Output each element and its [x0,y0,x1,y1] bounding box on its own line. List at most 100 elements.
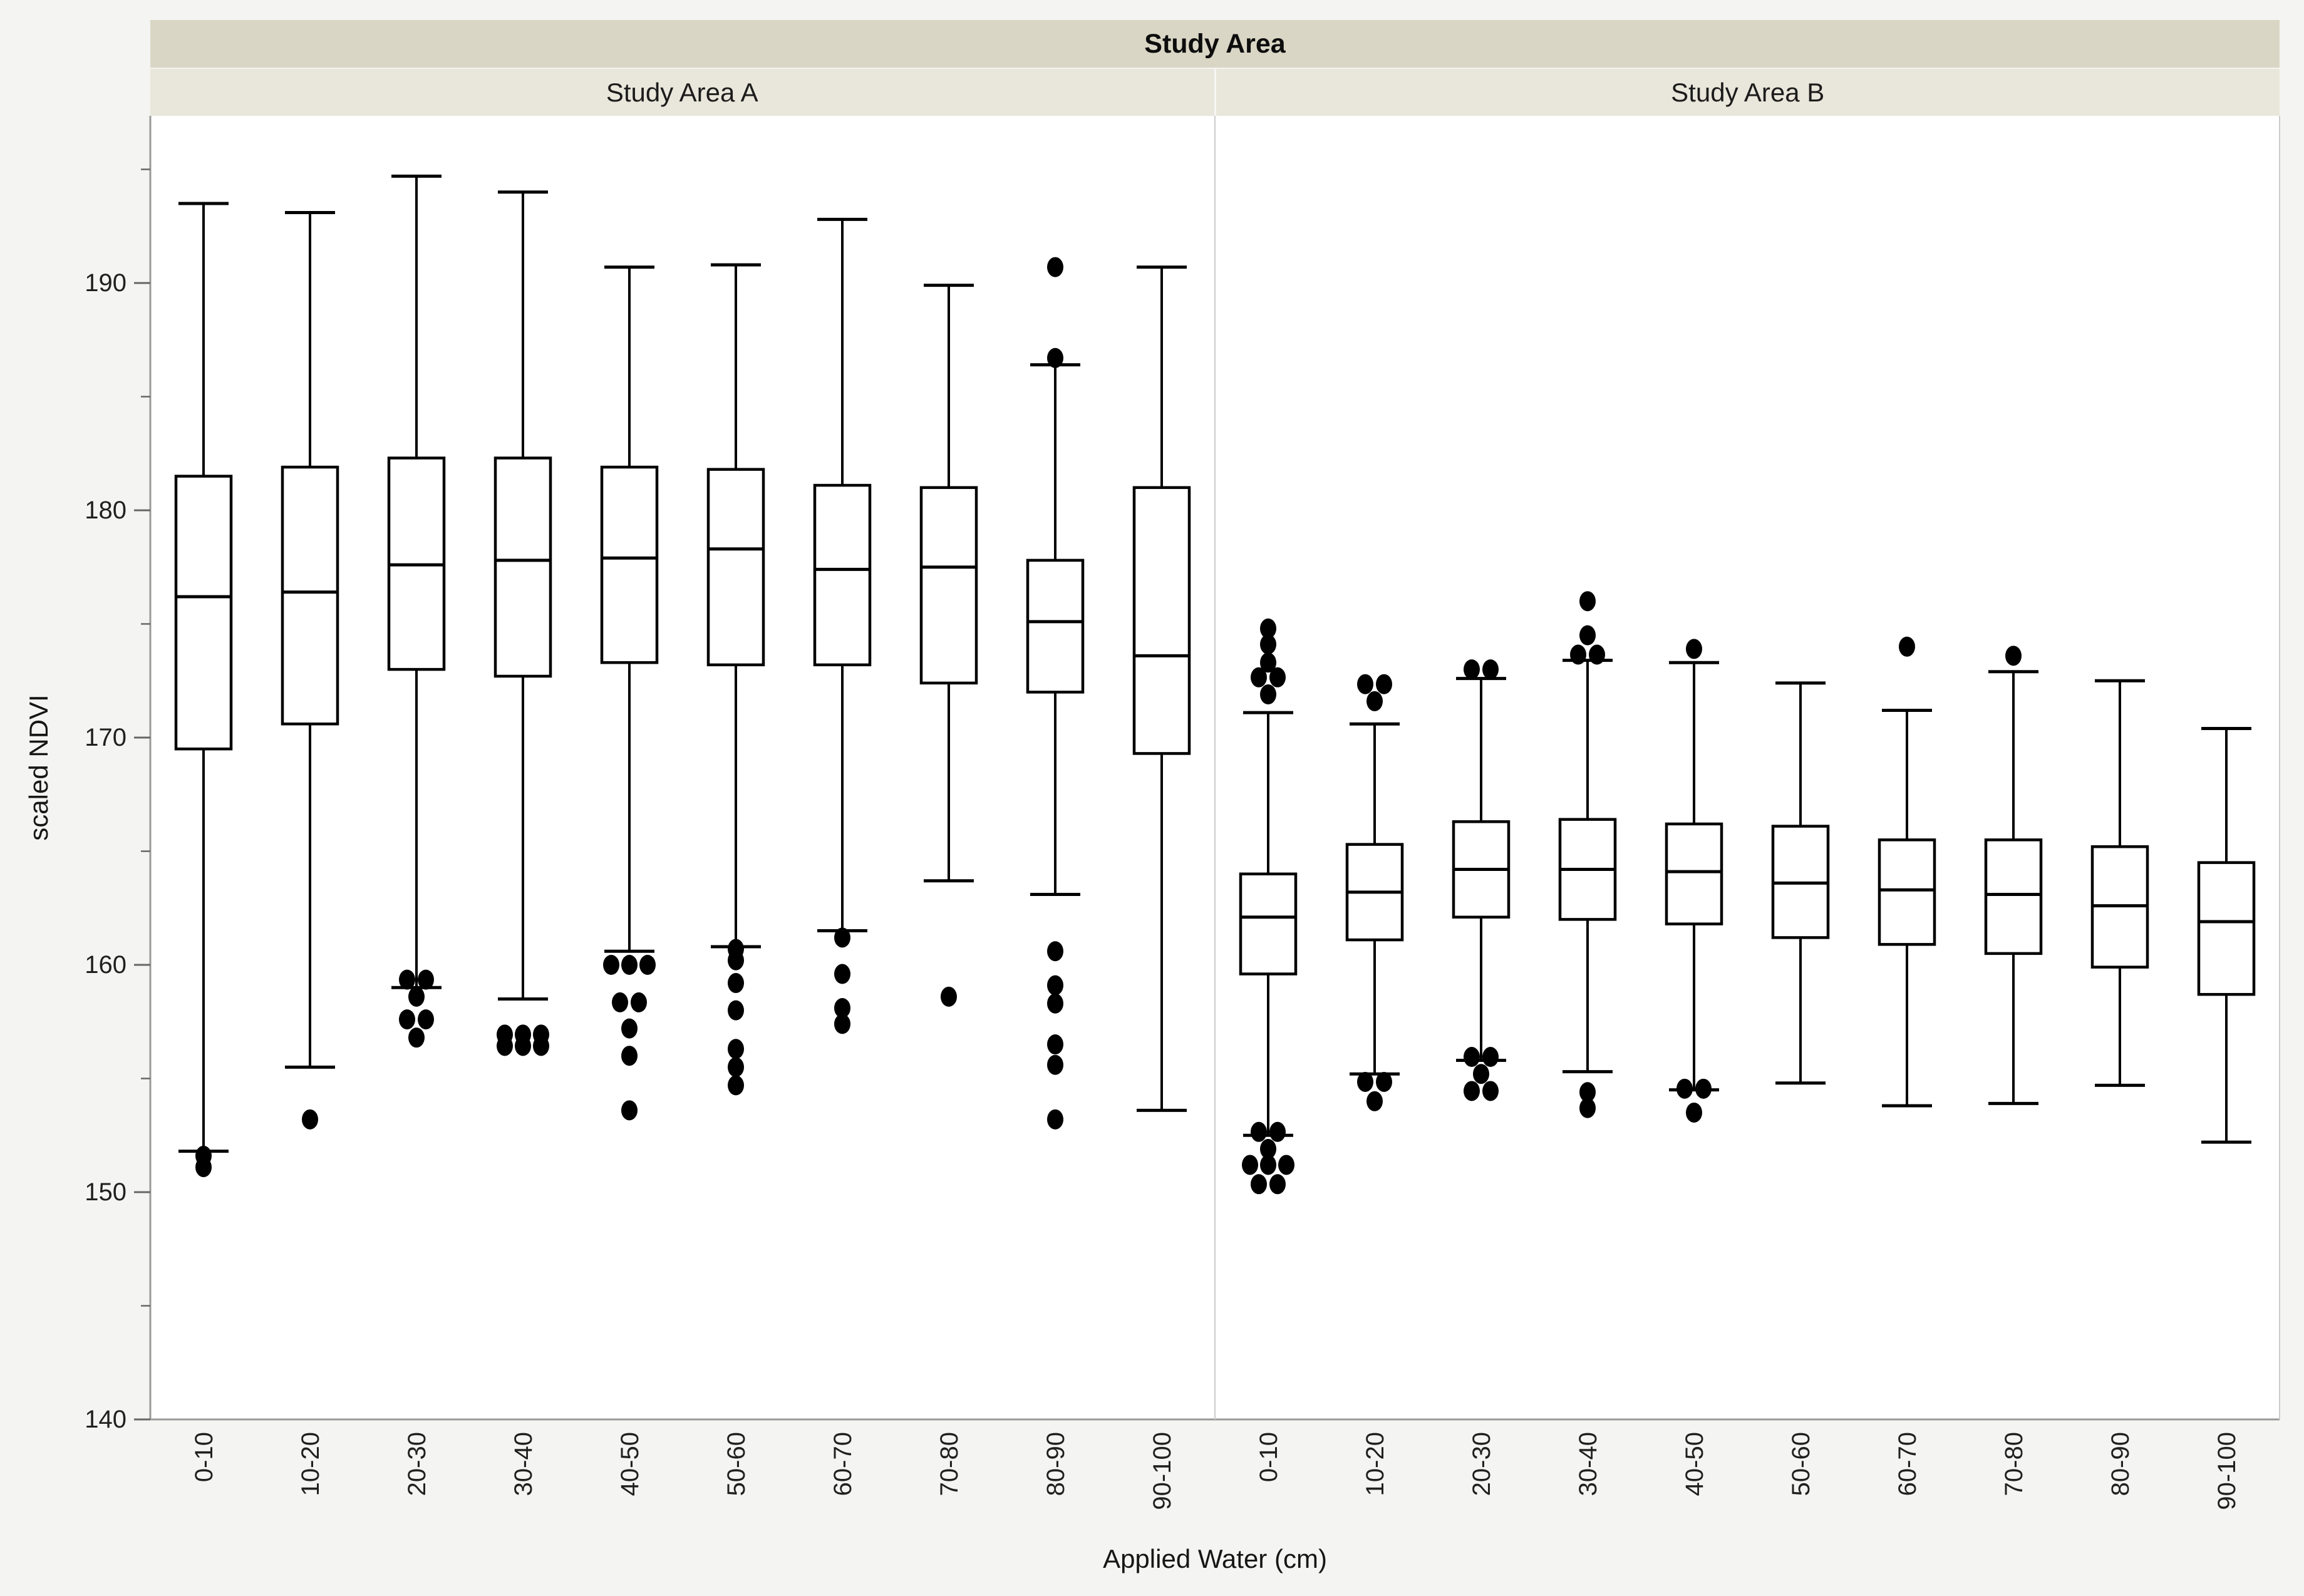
x-tick-label: 60-70 [1894,1432,1921,1496]
outlier-dot [1260,634,1276,655]
outlier-dot [1366,1091,1383,1111]
outlier-dot [1242,1155,1258,1175]
outlier-dot [2005,646,2022,666]
outlier-dot [1589,644,1605,665]
panel-header-study-area-a: Study Area A [150,69,1214,116]
box-study-area-b-60-70: 60-70 [1878,636,1936,1496]
box-study-area-a-50-60: 50-60 [706,263,765,1496]
box-study-area-b-10-20: 10-20 [1345,674,1404,1496]
y-tick-label: 170 [85,724,127,751]
outlier-dot [728,1057,744,1078]
panel-header-band: Study Area A Study Area B [150,69,2280,116]
x-tick-label: 0-10 [190,1432,218,1482]
outlier-dot [1278,1155,1294,1175]
outlier-dot [1464,659,1480,680]
outlier-dot [418,969,434,990]
x-tick-label: 20-30 [403,1432,431,1496]
panel-header-study-area-b: Study Area B [1214,69,2280,116]
outlier-dot [1251,667,1267,687]
outlier-dot [1482,659,1499,680]
box-study-area-a-80-90: 80-90 [1026,257,1085,1496]
y-tick-label: 150 [85,1178,127,1206]
outlier-dot [621,1018,638,1039]
outlier-dot [533,1036,549,1056]
outlier-dot [1376,1071,1392,1092]
box-study-area-a-60-70: 60-70 [813,217,872,1496]
panel-header-b-label: Study Area B [1671,77,1825,107]
outlier-dot [408,1027,425,1048]
outlier-dot [515,1036,531,1056]
outlier-dot [834,927,850,948]
group-header-band: Study Area [150,20,2280,68]
outlier-dot [399,1009,415,1030]
x-tick-label: 60-70 [829,1432,857,1496]
outlier-dot [1579,591,1596,612]
x-tick-label: 70-80 [2000,1432,2028,1496]
outlier-dot [302,1109,318,1130]
box-study-area-a-0-10: 0-10 [174,202,233,1482]
x-tick-label: 70-80 [936,1432,963,1496]
outlier-dot [621,955,638,975]
outlier-dot [1047,1034,1063,1055]
outlier-dot [1047,348,1063,368]
outlier-dot [1579,1082,1596,1103]
outlier-dot [1376,674,1392,694]
outlier-dot [1676,1078,1693,1099]
outlier-dot [1473,1064,1489,1084]
box-study-area-a-90-100: 90-100 [1132,265,1191,1510]
outlier-dot [621,1100,638,1121]
outlier-dot [195,1157,212,1178]
box-study-area-b-90-100: 90-100 [2197,726,2256,1510]
outlier-dot [631,992,647,1012]
outlier-dot [1047,1054,1063,1075]
box-study-area-b-0-10: 0-10 [1239,618,1298,1482]
box-study-area-b-50-60: 50-60 [1771,681,1830,1496]
box-study-area-a-70-80: 70-80 [919,284,978,1496]
outlier-dot [639,955,656,975]
box-study-area-b-80-90: 80-90 [2090,679,2149,1496]
y-tick-label: 160 [85,951,127,979]
y-tick-label: 140 [85,1406,127,1433]
outlier-dot [728,1039,744,1059]
outlier-dot [1579,1098,1596,1118]
outlier-dot [1047,1109,1063,1130]
outlier-dot [1260,1155,1276,1175]
outlier-dot [621,1046,638,1066]
outlier-dot [941,986,957,1007]
outlier-dot [728,950,744,970]
outlier-dot [728,1075,744,1096]
y-axis-title: scaled NDVI [24,694,53,841]
outlier-dot [408,986,425,1007]
panel-header-a-label: Study Area A [606,77,758,107]
outlier-dot [1570,644,1586,665]
box-study-area-b-40-50: 40-50 [1665,639,1723,1496]
outlier-dot [1686,639,1702,659]
outlier-dot [1047,257,1063,277]
box-study-area-a-10-20: 10-20 [281,210,339,1496]
outlier-dot [1269,1174,1286,1195]
outlier-dot [1366,691,1383,711]
x-tick-label: 40-50 [1681,1432,1708,1496]
outlier-dot [603,955,619,975]
outlier-dot [1579,625,1596,646]
outlier-dot [1482,1081,1499,1101]
outlier-dot [1464,1081,1480,1101]
x-tick-label: 10-20 [1361,1432,1389,1496]
outlier-dot [1260,684,1276,705]
outlier-dot [1695,1078,1712,1099]
x-tick-label: 50-60 [723,1432,750,1496]
outlier-dot [1260,1139,1276,1160]
outlier-dot [418,1009,434,1030]
outlier-dot [1269,1121,1286,1142]
box-study-area-b-20-30: 20-30 [1452,659,1511,1496]
group-title: Study Area [1144,28,1286,59]
outlier-dot [834,964,850,984]
y-tick-label: 190 [85,269,127,297]
x-tick-label: 50-60 [1787,1432,1815,1496]
outlier-dot [1686,1102,1702,1123]
box-study-area-a-30-40: 30-40 [493,190,552,1496]
x-tick-label: 40-50 [616,1432,644,1496]
x-tick-label: 30-40 [510,1432,537,1496]
